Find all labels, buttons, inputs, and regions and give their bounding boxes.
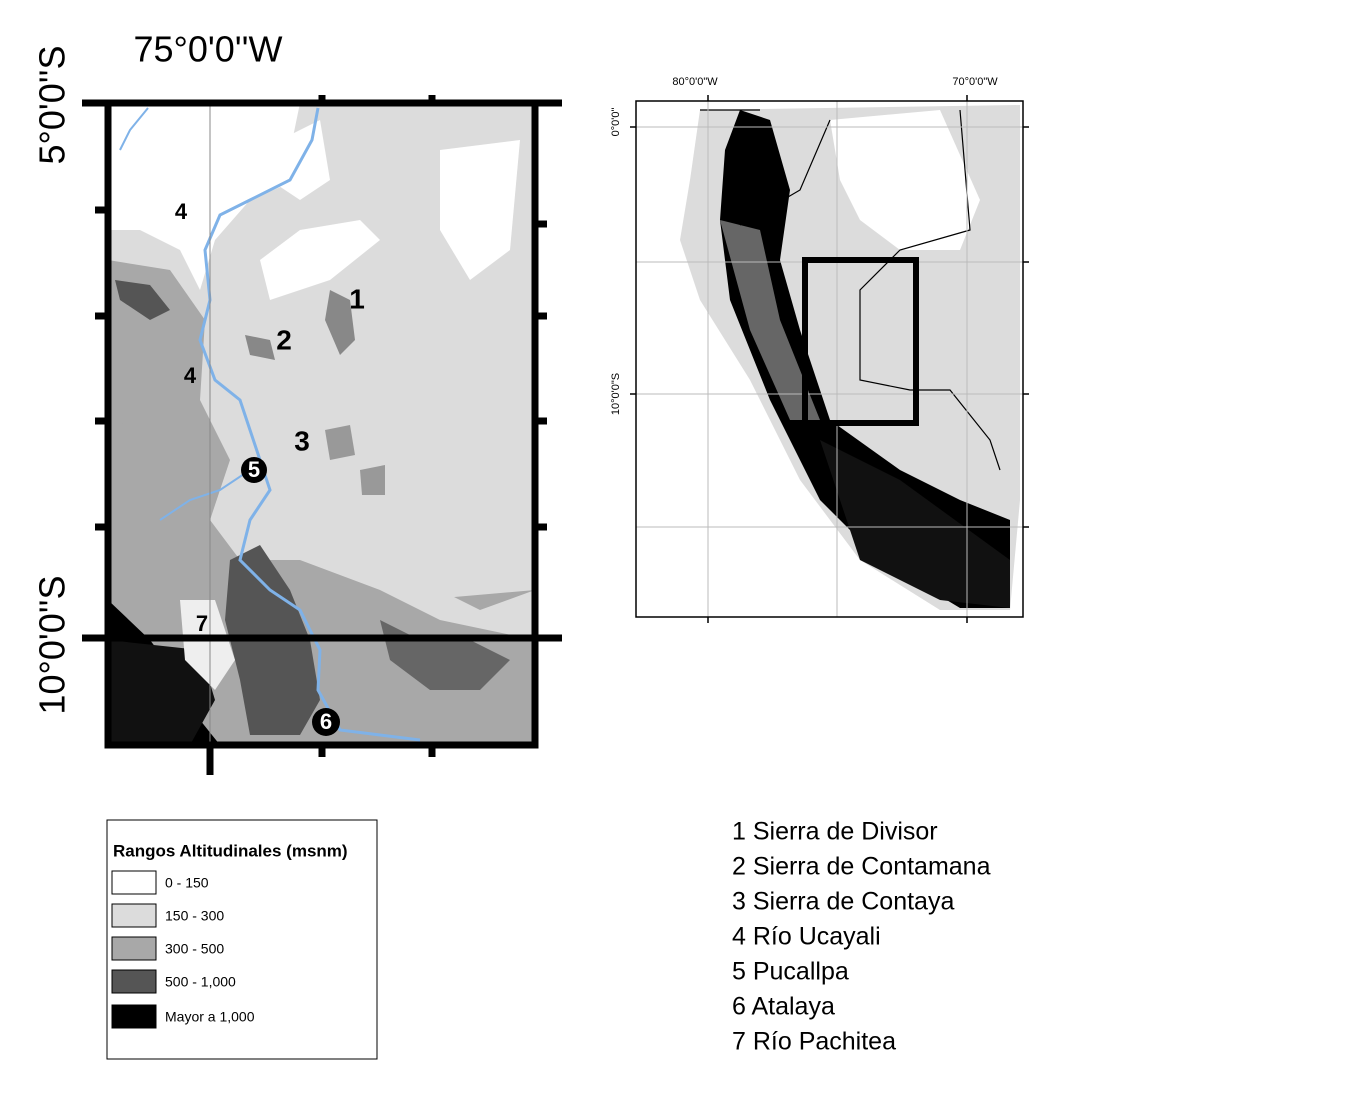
- key-item: 4 Río Ucayali: [732, 923, 881, 951]
- key-list: 1 Sierra de Divisor 2 Sierra de Contaman…: [732, 818, 991, 1056]
- lat-label: 10°0'0''S: [32, 575, 73, 714]
- legend-item: 150 - 300: [165, 908, 224, 924]
- legend-item: 0 - 150: [165, 875, 209, 891]
- lon-label: 75°0'0''W: [133, 29, 282, 70]
- key-item: 7 Río Pachitea: [732, 1028, 896, 1056]
- marker-label: 4: [184, 363, 197, 388]
- marker-label: 3: [294, 425, 310, 456]
- legend-title: Rangos Altitudinales (msnm): [113, 841, 348, 860]
- marker-label: 5: [248, 457, 260, 482]
- key-item: 6 Atalaya: [732, 993, 835, 1021]
- marker-label: 4: [175, 199, 188, 224]
- legend: Rangos Altitudinales (msnm) 0 - 150 150 …: [106, 819, 378, 1060]
- lat-label: 5°0'0''S: [32, 45, 73, 164]
- legend-item: Mayor a 1,000: [165, 1009, 255, 1025]
- marker-label: 2: [276, 324, 292, 355]
- lon-label: 80°0'0"W: [672, 76, 718, 88]
- lat-label: 0°0'0": [610, 108, 622, 137]
- legend-item: 500 - 1,000: [165, 974, 236, 990]
- marker-label: 6: [320, 709, 332, 734]
- marker-label: 1: [349, 283, 365, 314]
- main-map: 75°0'0''W 5°0'0''S 10°0'0''S 4 1 2 4 3 5…: [32, 29, 562, 775]
- key-item: 3 Sierra de Contaya: [732, 888, 954, 916]
- key-item: 1 Sierra de Divisor: [732, 818, 938, 846]
- marker-label: 7: [196, 611, 208, 636]
- key-item: 5 Pucallpa: [732, 958, 849, 986]
- inset-map: 80°0'0"W 70°0'0"W 0°0'0" 10°0'0"S: [610, 76, 1029, 623]
- key-item: 2 Sierra de Contamana: [732, 853, 991, 881]
- lon-label: 70°0'0"W: [952, 76, 998, 88]
- legend-item: 300 - 500: [165, 941, 224, 957]
- lat-label: 10°0'0"S: [610, 373, 622, 415]
